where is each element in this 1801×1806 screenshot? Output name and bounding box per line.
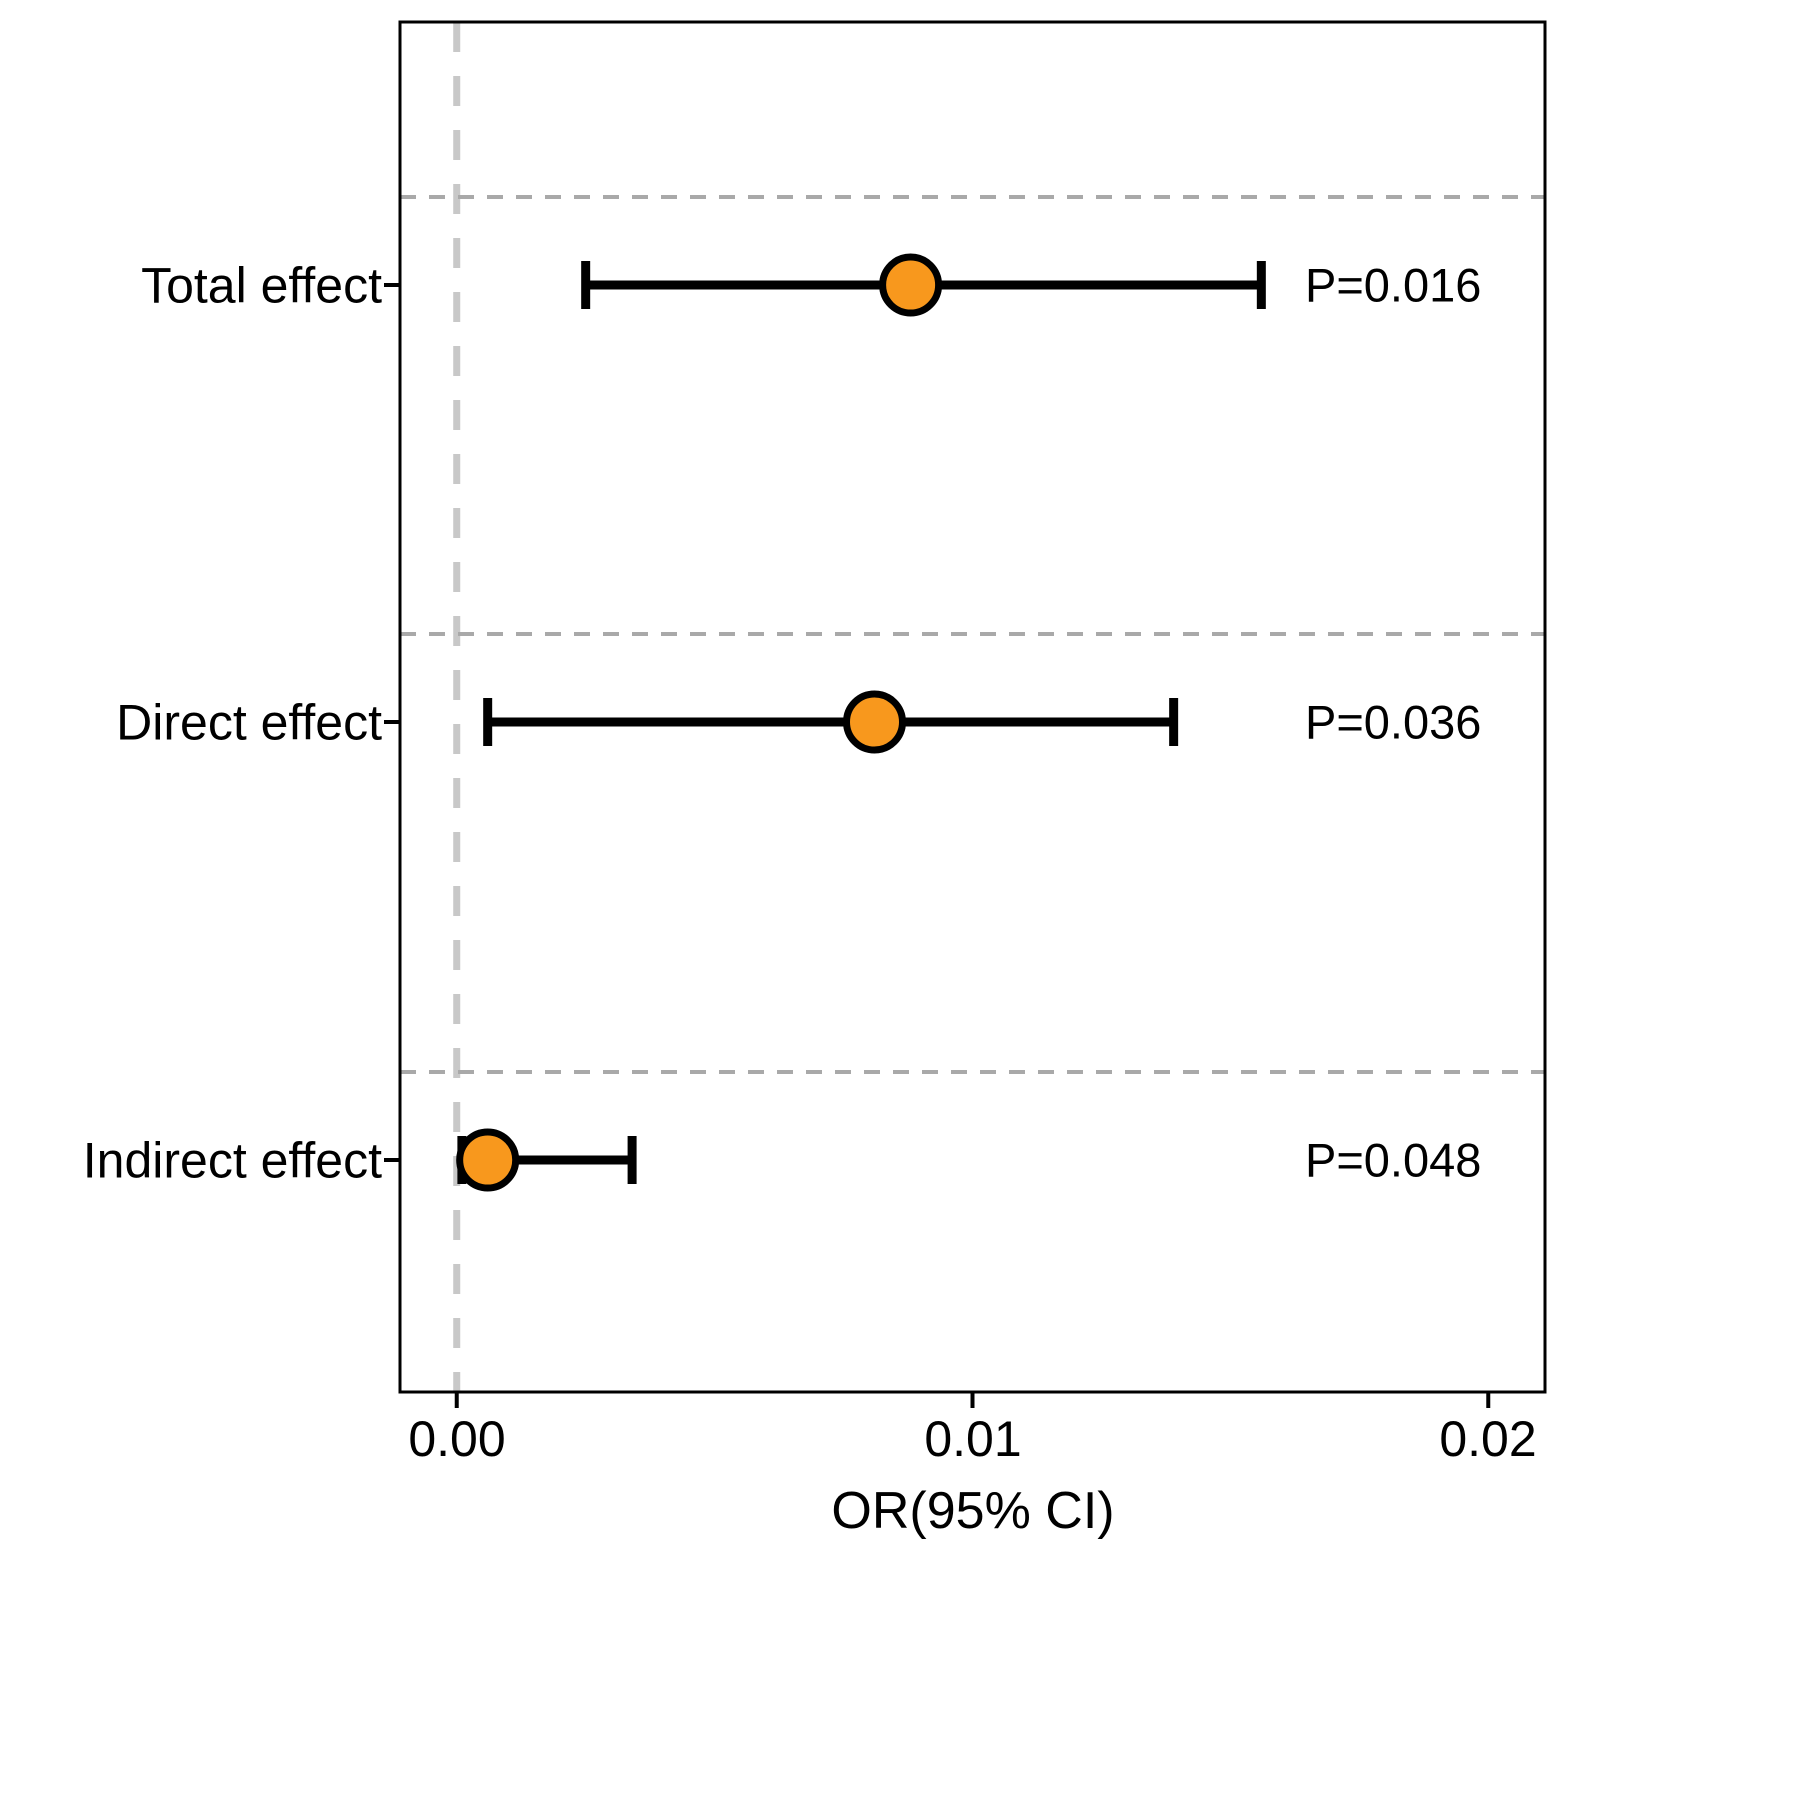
point-estimate-indirect-effect — [456, 1128, 520, 1192]
point-estimate-total-effect — [879, 253, 943, 317]
chart-text-layer: Total effect Direct effect Indirect effe… — [83, 258, 1537, 1541]
x-tick-label-1: 0.01 — [924, 1411, 1021, 1467]
p-value-direct-effect: P=0.036 — [1305, 695, 1481, 748]
x-axis-title: OR(95% CI) — [831, 1482, 1114, 1540]
y-axis-label-direct-effect: Direct effect — [116, 695, 382, 751]
point-estimate-direct-effect — [843, 690, 907, 754]
y-axis-label-total-effect: Total effect — [141, 258, 382, 314]
chart-geometry-layer — [384, 20, 1547, 1408]
p-value-total-effect: P=0.016 — [1305, 258, 1481, 311]
x-tick-label-0: 0.00 — [408, 1411, 505, 1467]
y-axis-label-indirect-effect: Indirect effect — [83, 1133, 382, 1189]
p-value-indirect-effect: P=0.048 — [1305, 1133, 1481, 1186]
x-tick-label-2: 0.02 — [1439, 1411, 1536, 1467]
